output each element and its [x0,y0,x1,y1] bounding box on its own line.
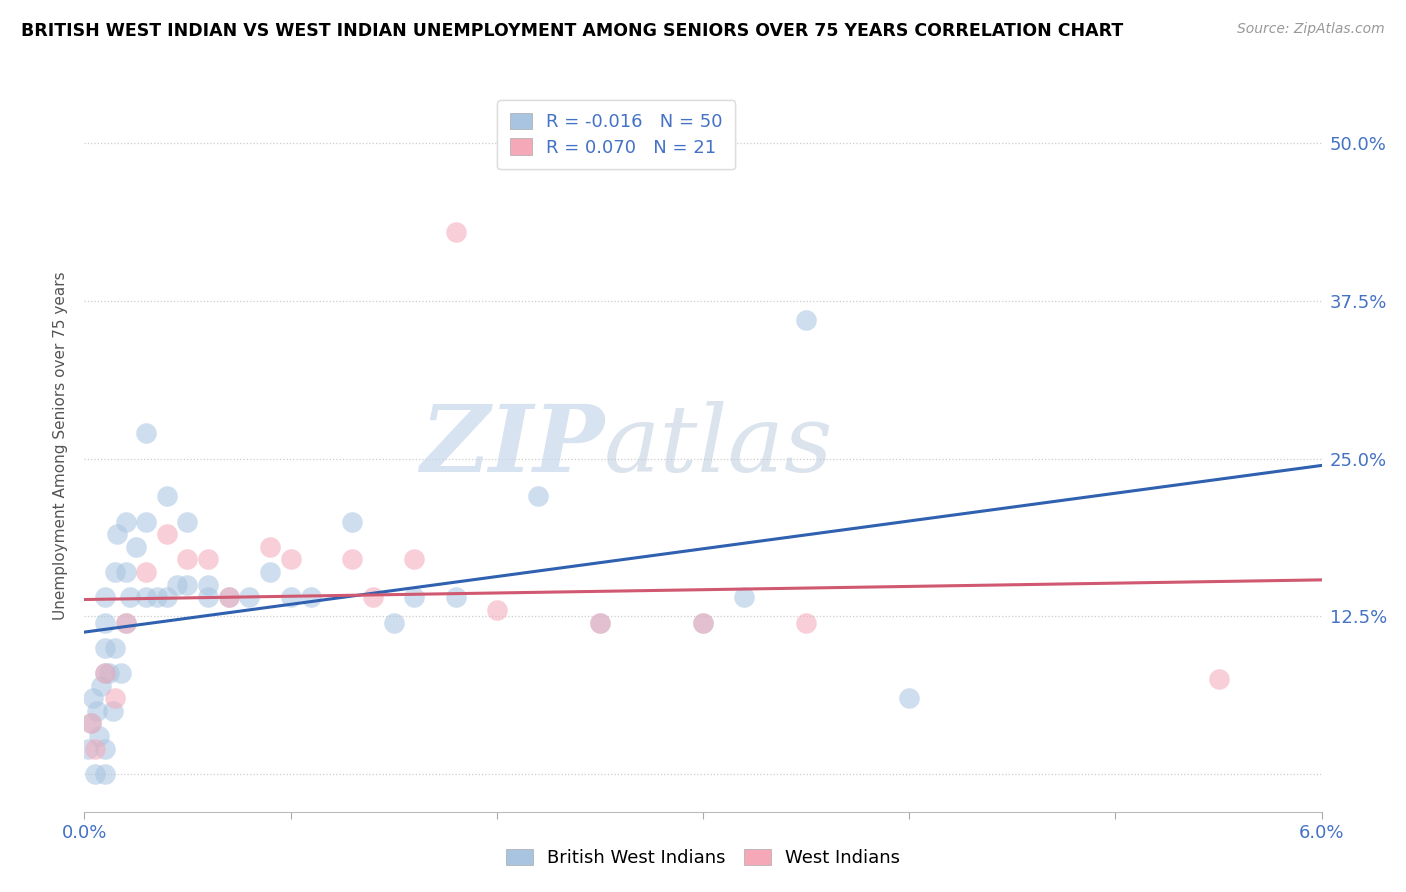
Point [361,591,384,605]
Point [79,716,101,731]
Legend: British West Indians, West Indians: British West Indians, West Indians [499,841,907,874]
Point [114,515,136,529]
Point [103,704,125,718]
Y-axis label: Unemployment Among Seniors over 75 years: Unemployment Among Seniors over 75 years [53,272,69,620]
Point [794,615,817,630]
Point [589,615,612,630]
Point [218,591,240,605]
Point [444,225,467,239]
Point [94,741,117,756]
Point [94,640,117,655]
Point [83,741,105,756]
Point [166,578,188,592]
Point [118,591,141,605]
Point [156,490,179,504]
Point [444,591,467,605]
Point [342,515,364,529]
Point [145,591,167,605]
Point [692,615,714,630]
Point [382,615,405,630]
Point [94,665,117,680]
Text: BRITISH WEST INDIAN VS WEST INDIAN UNEMPLOYMENT AMONG SENIORS OVER 75 YEARS CORR: BRITISH WEST INDIAN VS WEST INDIAN UNEMP… [21,22,1123,40]
Point [485,603,508,617]
Point [135,515,157,529]
Point [90,679,112,693]
Point [197,578,219,592]
Point [94,591,117,605]
Point [527,490,550,504]
Text: atlas: atlas [605,401,834,491]
Point [197,591,219,605]
Point [110,665,132,680]
Point [135,426,157,441]
Point [692,615,714,630]
Text: ZIP: ZIP [420,401,605,491]
Point [404,591,426,605]
Legend: R = -0.016   N = 50, R = 0.070   N = 21: R = -0.016 N = 50, R = 0.070 N = 21 [498,100,735,169]
Point [104,691,127,706]
Point [794,313,817,327]
Point [114,565,136,579]
Point [259,565,281,579]
Point [259,540,281,554]
Point [79,716,101,731]
Point [176,515,198,529]
Point [176,552,198,566]
Point [197,552,219,566]
Point [105,527,128,541]
Text: Source: ZipAtlas.com: Source: ZipAtlas.com [1237,22,1385,37]
Point [94,767,117,781]
Point [77,741,100,756]
Point [280,591,302,605]
Point [135,565,157,579]
Point [98,665,121,680]
Point [404,552,426,566]
Point [156,527,179,541]
Point [104,565,127,579]
Point [94,615,117,630]
Point [280,552,302,566]
Point [87,729,110,743]
Point [125,540,148,554]
Point [299,591,322,605]
Point [898,691,921,706]
Point [589,615,612,630]
Point [1208,673,1230,687]
Point [94,665,117,680]
Point [156,591,179,605]
Point [86,704,108,718]
Point [114,615,136,630]
Point [104,640,127,655]
Point [733,591,755,605]
Point [135,591,157,605]
Point [114,615,136,630]
Point [342,552,364,566]
Point [238,591,260,605]
Point [82,691,104,706]
Point [83,767,105,781]
Point [218,591,240,605]
Point [176,578,198,592]
